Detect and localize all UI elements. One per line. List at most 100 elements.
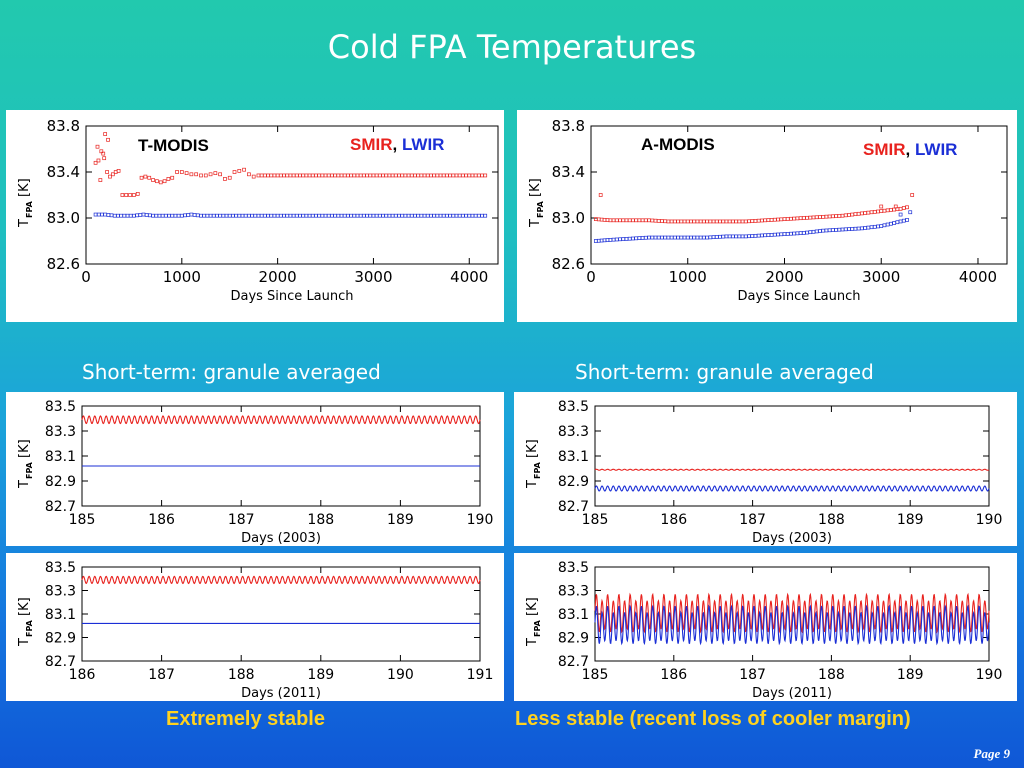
lwir-point: [199, 213, 203, 218]
lwir-point: [734, 234, 738, 239]
x-tick-label: 0: [586, 268, 596, 286]
chart-amodis-2003: 83.5 83.3 83.1 82.9 82.7 185 186 187 188 189 190 Da…: [514, 392, 1017, 546]
smir-point: [448, 173, 452, 178]
y-tick-label: 83.4: [47, 163, 80, 181]
smir-point: [737, 219, 742, 224]
smir-point: [333, 173, 337, 178]
smir-point: [461, 173, 465, 178]
smir-point: [624, 218, 629, 223]
lwir-point: [362, 213, 366, 218]
x-axis-label: Days Since Launch: [230, 289, 353, 304]
smir-point: [275, 173, 280, 178]
lwir-point: [840, 227, 845, 232]
smir-point: [346, 173, 350, 178]
lwir-point: [853, 226, 858, 231]
lwir-point: [608, 238, 613, 242]
chart-amodis-2011: 83.5 83.3 83.1 82.9 82.7 185 186 187 188 189 190 Da…: [514, 553, 1017, 701]
lwir-point: [205, 213, 210, 218]
smir-point: [476, 173, 481, 178]
smir-point: [409, 173, 414, 178]
lwir-point: [170, 213, 175, 218]
lwir-point: [390, 213, 395, 218]
x-tick-label: 186: [660, 512, 687, 528]
lwir-point: [772, 232, 777, 237]
page-number: Page 9: [973, 746, 1010, 761]
smir-point: [384, 173, 389, 178]
lwir-point: [682, 235, 687, 240]
x-tick-label: 185: [69, 512, 96, 528]
smir-point: [831, 214, 835, 219]
lwir-point: [850, 227, 855, 231]
lwir-point: [227, 213, 232, 218]
lwir-series-line: [594, 604, 990, 646]
smir-point: [358, 173, 363, 178]
x-tick-label: 186: [148, 512, 175, 528]
lwir-point: [106, 213, 111, 217]
lwir-point: [400, 213, 405, 218]
smir-point: [470, 173, 475, 178]
smir-point: [208, 172, 213, 177]
lwir-point: [144, 213, 149, 217]
smir-point: [611, 218, 616, 223]
smir-point: [627, 218, 632, 223]
x-tick-label: 4000: [450, 268, 488, 286]
smir-point: [330, 173, 334, 178]
smir-point: [438, 173, 443, 178]
smir-point: [892, 207, 896, 212]
y-tick-label: 82.7: [45, 499, 76, 515]
smir-point: [837, 214, 842, 218]
smir-point: [840, 213, 845, 218]
smir-point: [637, 218, 642, 223]
smir-point: [879, 209, 884, 213]
plot-frame: [85, 125, 499, 265]
lwir-point: [869, 225, 874, 230]
smir-point: [342, 173, 347, 178]
smir-point: [294, 173, 299, 178]
lwir-point: [702, 235, 706, 240]
lwir-point: [189, 212, 194, 217]
smir-point: [349, 173, 353, 178]
x-tick-label: 4000: [959, 268, 997, 286]
smir-point: [634, 218, 638, 223]
lwir-point: [605, 238, 610, 242]
x-tick-label: 190: [467, 512, 494, 528]
legend-smir: SMIR: [350, 135, 393, 154]
smir-point: [108, 174, 112, 179]
lwir-point: [285, 213, 290, 218]
smir-point: [406, 173, 411, 178]
smir-point: [882, 208, 887, 213]
smir-point: [374, 173, 379, 178]
lwir-point: [692, 235, 697, 240]
smir-outlier: [98, 178, 103, 182]
smir-point: [760, 218, 764, 223]
caption-right: Less stable (recent loss of cooler margi…: [515, 708, 911, 730]
y-tick-label: 83.1: [45, 449, 76, 465]
lwir-point: [727, 234, 732, 239]
lwir-point: [320, 213, 325, 218]
y-axis-label-unit: [K]: [17, 597, 32, 616]
lwir-point: [96, 212, 101, 217]
lwir-point: [827, 228, 832, 233]
y-tick-label: 83.5: [45, 399, 76, 415]
smir-point: [237, 168, 242, 173]
lwir-point: [679, 235, 684, 240]
x-tick-label: 188: [818, 512, 845, 528]
smir-point: [371, 173, 376, 178]
smir-series-line: [81, 415, 481, 425]
lwir-point: [349, 213, 353, 218]
lwir-point: [643, 235, 648, 240]
lwir-point: [866, 225, 871, 230]
lwir-point: [708, 235, 713, 240]
smir-point: [259, 173, 264, 178]
y-tick-label: 83.5: [45, 560, 76, 576]
lwir-point: [711, 235, 716, 240]
lwir-point: [731, 234, 735, 239]
lwir-point: [163, 213, 168, 218]
smir-point: [128, 193, 132, 197]
lwir-point: [384, 213, 389, 218]
lwir-point: [148, 213, 152, 218]
lwir-point: [419, 213, 424, 218]
smir-point: [355, 173, 360, 178]
plot-frame: [594, 405, 990, 507]
lwir-point: [176, 213, 181, 218]
